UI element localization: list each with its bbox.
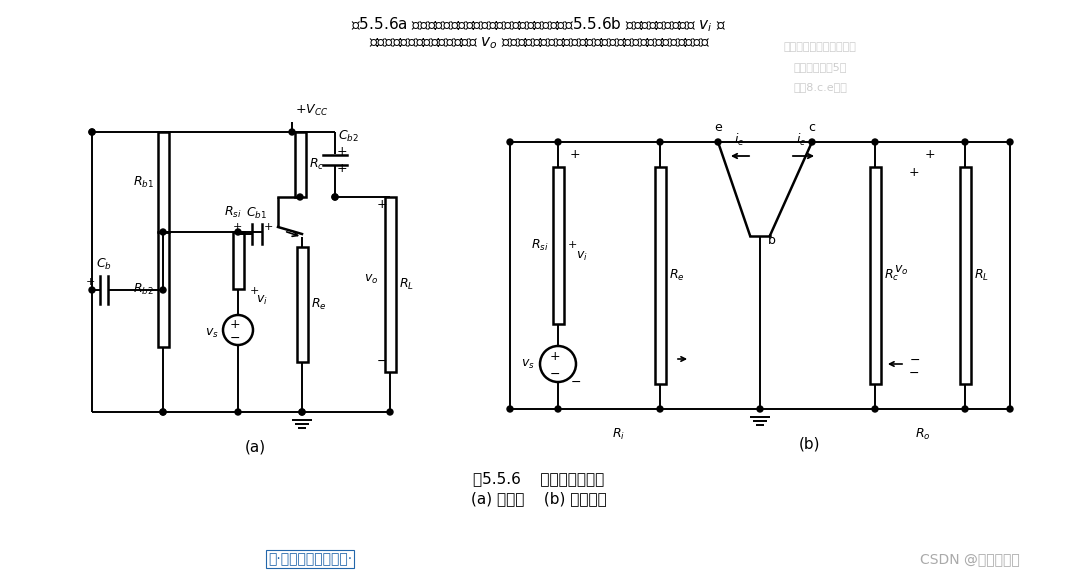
Text: $R_L$: $R_L$	[399, 277, 414, 292]
Bar	[870, 167, 881, 384]
Text: $-$: $-$	[376, 353, 388, 366]
Text: 请中8.c.e图请: 请中8.c.e图请	[793, 82, 847, 92]
Text: CSDN @江安吴彦祖: CSDN @江安吴彦祖	[921, 552, 1020, 566]
Text: +: +	[264, 222, 274, 232]
Circle shape	[298, 194, 303, 200]
Text: $v_o$: $v_o$	[894, 264, 908, 277]
Circle shape	[332, 194, 338, 200]
Text: $-$: $-$	[909, 366, 920, 379]
Text: c: c	[808, 121, 815, 134]
Text: e: e	[714, 121, 722, 134]
Circle shape	[160, 229, 166, 235]
Text: 入图由人输（5）: 入图由人输（5）	[793, 62, 846, 72]
Text: 图5.5.6    共基极放大电路: 图5.5.6 共基极放大电路	[473, 471, 605, 487]
Text: $-$: $-$	[550, 366, 561, 380]
Text: $C_{b2}$: $C_{b2}$	[338, 129, 359, 144]
Text: +: +	[250, 285, 260, 295]
Circle shape	[289, 129, 295, 135]
Text: +: +	[568, 241, 578, 251]
Text: +: +	[85, 277, 95, 287]
Text: $R_i$: $R_i$	[612, 427, 625, 442]
Circle shape	[299, 409, 305, 415]
Text: (b): (b)	[799, 437, 820, 451]
Bar	[157, 232, 168, 347]
Circle shape	[507, 406, 513, 412]
Circle shape	[160, 287, 166, 293]
Circle shape	[872, 406, 877, 412]
Text: (a): (a)	[245, 440, 265, 454]
Text: $R_c$: $R_c$	[884, 268, 899, 283]
Text: +: +	[550, 350, 561, 363]
Circle shape	[872, 139, 877, 145]
Circle shape	[555, 406, 561, 412]
Circle shape	[332, 194, 338, 200]
Text: 在发射极和基极之间，输出信号 $v_o$ 由集电极和基极之间取出，基极是输入、输出回路的共同端。: 在发射极和基极之间，输出信号 $v_o$ 由集电极和基极之间取出，基极是输入、输…	[369, 35, 709, 50]
Text: $-$: $-$	[570, 375, 581, 387]
Text: +: +	[570, 147, 581, 160]
Text: $+V_{CC}$: $+V_{CC}$	[295, 103, 328, 118]
Bar	[157, 132, 168, 232]
Bar	[233, 232, 244, 289]
Circle shape	[235, 229, 241, 235]
Circle shape	[657, 139, 663, 145]
Circle shape	[299, 409, 305, 415]
Text: $i_c$: $i_c$	[796, 132, 806, 148]
Text: +: +	[337, 162, 347, 175]
Circle shape	[160, 409, 166, 415]
Text: 同步发射放大人输出识出: 同步发射放大人输出识出	[784, 42, 856, 52]
Text: +: +	[376, 198, 387, 211]
Text: $R_e$: $R_e$	[310, 297, 327, 312]
Circle shape	[1007, 139, 1013, 145]
Text: $R_{b2}$: $R_{b2}$	[134, 282, 154, 297]
Circle shape	[757, 406, 763, 412]
Text: +: +	[233, 222, 241, 232]
Text: +: +	[230, 318, 240, 330]
Bar	[959, 167, 970, 384]
Circle shape	[235, 409, 241, 415]
Text: 图5.5.6a 是共基极放大电路的原理图，由它的交流通路图5.5.6b 可以看出，输入信号 $v_i$ 加: 图5.5.6a 是共基极放大电路的原理图，由它的交流通路图5.5.6b 可以看出…	[351, 15, 727, 33]
Text: $i_e$: $i_e$	[734, 132, 744, 148]
Circle shape	[657, 406, 663, 412]
Text: +: +	[337, 145, 347, 158]
Bar	[296, 247, 307, 362]
Circle shape	[160, 409, 166, 415]
Circle shape	[962, 139, 968, 145]
Text: (a) 原理图    (b) 交流通路: (a) 原理图 (b) 交流通路	[471, 491, 607, 507]
Text: $-$: $-$	[910, 353, 921, 366]
Circle shape	[1007, 406, 1013, 412]
Bar	[654, 167, 665, 384]
Text: $R_o$: $R_o$	[915, 427, 930, 442]
Circle shape	[715, 139, 721, 145]
Text: $v_i$: $v_i$	[255, 294, 267, 307]
Text: $-$: $-$	[230, 330, 240, 343]
Text: $R_{b1}$: $R_{b1}$	[133, 174, 154, 190]
Text: +: +	[909, 166, 920, 178]
Circle shape	[555, 139, 561, 145]
Circle shape	[962, 406, 968, 412]
Text: $R_{si}$: $R_{si}$	[224, 205, 241, 220]
Bar	[385, 197, 396, 372]
Circle shape	[387, 409, 393, 415]
Text: $v_s$: $v_s$	[205, 326, 219, 339]
Text: +: +	[925, 147, 936, 160]
Text: $R_{si}$: $R_{si}$	[531, 238, 549, 253]
Circle shape	[89, 129, 95, 135]
Text: $R_e$: $R_e$	[669, 268, 685, 283]
Text: b: b	[768, 234, 776, 247]
Text: $C_{b1}$: $C_{b1}$	[247, 206, 267, 221]
Text: 图·共基极放大电路图·: 图·共基极放大电路图·	[268, 552, 353, 566]
Circle shape	[507, 139, 513, 145]
Circle shape	[808, 139, 815, 145]
Circle shape	[89, 129, 95, 135]
Text: $v_s$: $v_s$	[522, 357, 535, 370]
Text: $v_i$: $v_i$	[576, 250, 588, 263]
Text: $C_b$: $C_b$	[96, 257, 112, 272]
Circle shape	[89, 287, 95, 293]
Text: $v_o$: $v_o$	[363, 273, 378, 286]
Text: $R_L$: $R_L$	[975, 268, 989, 283]
Bar	[553, 167, 564, 324]
Bar	[294, 132, 305, 197]
Text: $R_c$: $R_c$	[309, 157, 324, 172]
